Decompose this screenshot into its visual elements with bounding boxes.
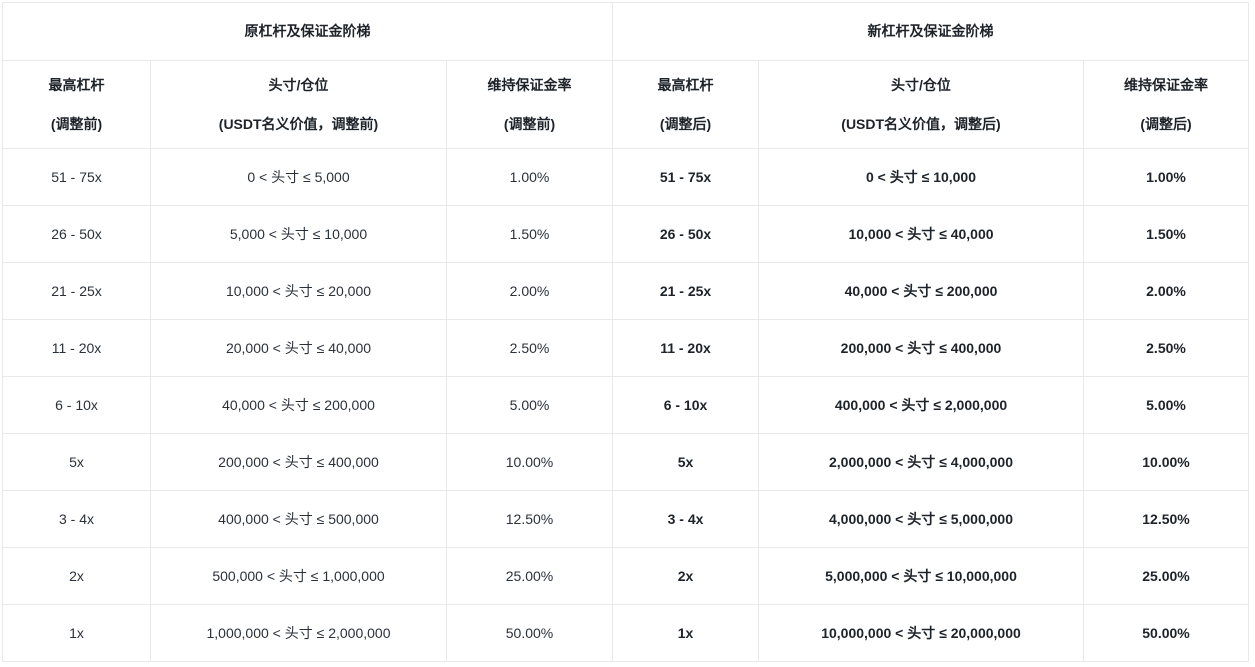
cell-max-leverage-old: 1x: [2, 604, 151, 662]
cell-maintenance-margin-rate-old: 10.00%: [446, 433, 613, 491]
cell-position-range-new: 4,000,000 < 头寸 ≤ 5,000,000: [758, 490, 1084, 548]
cell-max-leverage-new: 2x: [612, 547, 759, 605]
cell-position-range-new: 5,000,000 < 头寸 ≤ 10,000,000: [758, 547, 1084, 605]
cell-max-leverage-new: 6 - 10x: [612, 376, 759, 434]
cell-position-range-new: 200,000 < 头寸 ≤ 400,000: [758, 319, 1084, 377]
cell-maintenance-margin-rate-new: 50.00%: [1083, 604, 1249, 662]
cell-position-range-old: 40,000 < 头寸 ≤ 200,000: [150, 376, 447, 434]
cell-max-leverage-new: 5x: [612, 433, 759, 491]
column-header-line1: 头寸/仓位: [891, 76, 951, 93]
cell-max-leverage-old: 26 - 50x: [2, 205, 151, 263]
column-header-line2: (USDT名义价值，调整后): [841, 115, 1001, 132]
cell-maintenance-margin-rate-new: 12.50%: [1083, 490, 1249, 548]
tier-rows: 51 - 75x 0 < 头寸 ≤ 5,000 1.00% 51 - 75x 0 < 头…: [2, 148, 1249, 662]
cell-max-leverage-old: 51 - 75x: [2, 148, 151, 206]
cell-maintenance-margin-rate-new: 10.00%: [1083, 433, 1249, 491]
column-header-position-new: 头寸/仓位 (USDT名义价值，调整后): [758, 60, 1084, 149]
cell-maintenance-margin-rate-new: 5.00%: [1083, 376, 1249, 434]
cell-position-range-new: 0 < 头寸 ≤ 10,000: [758, 148, 1084, 206]
table-row: 26 - 50x 5,000 < 头寸 ≤ 10,000 1.50% 26 - 50x…: [2, 205, 1249, 263]
cell-maintenance-margin-rate-old: 2.50%: [446, 319, 613, 377]
cell-max-leverage-new: 21 - 25x: [612, 262, 759, 320]
column-header-line1: 维持保证金率: [1124, 76, 1208, 93]
column-header-maintenance-margin-new: 维持保证金率 (调整后): [1083, 60, 1249, 149]
table-row: 11 - 20x 20,000 < 头寸 ≤ 40,000 2.50% 11 - 20…: [2, 319, 1249, 377]
cell-max-leverage-old: 6 - 10x: [2, 376, 151, 434]
column-header-line1: 最高杠杆: [48, 76, 105, 93]
section-title-row: 原杠杆及保证金阶梯 新杠杆及保证金阶梯: [2, 2, 1249, 61]
cell-position-range-new: 10,000,000 < 头寸 ≤ 20,000,000: [758, 604, 1084, 662]
cell-position-range-old: 20,000 < 头寸 ≤ 40,000: [150, 319, 447, 377]
column-header-row: 最高杠杆 (调整前) 头寸/仓位 (USDT名义价值，调整前) 维持保证金率 (…: [2, 60, 1249, 149]
column-header-line2: (调整前): [50, 115, 103, 132]
cell-position-range-old: 10,000 < 头寸 ≤ 20,000: [150, 262, 447, 320]
cell-max-leverage-old: 11 - 20x: [2, 319, 151, 377]
table-row: 2x 500,000 < 头寸 ≤ 1,000,000 25.00% 2x 5,000,…: [2, 547, 1249, 605]
cell-max-leverage-old: 5x: [2, 433, 151, 491]
cell-maintenance-margin-rate-old: 5.00%: [446, 376, 613, 434]
column-header-position-old: 头寸/仓位 (USDT名义价值，调整前): [150, 60, 447, 149]
cell-maintenance-margin-rate-new: 1.00%: [1083, 148, 1249, 206]
cell-max-leverage-old: 21 - 25x: [2, 262, 151, 320]
table-row: 51 - 75x 0 < 头寸 ≤ 5,000 1.00% 51 - 75x 0 < 头…: [2, 148, 1249, 206]
cell-maintenance-margin-rate-new: 25.00%: [1083, 547, 1249, 605]
cell-maintenance-margin-rate-old: 1.50%: [446, 205, 613, 263]
cell-maintenance-margin-rate-new: 2.50%: [1083, 319, 1249, 377]
section-title-old: 原杠杆及保证金阶梯: [2, 2, 613, 61]
column-header-max-leverage-new: 最高杠杆 (调整后): [612, 60, 759, 149]
cell-max-leverage-new: 51 - 75x: [612, 148, 759, 206]
table-row: 1x 1,000,000 < 头寸 ≤ 2,000,000 50.00% 1x 10,0…: [2, 604, 1249, 662]
cell-max-leverage-old: 2x: [2, 547, 151, 605]
column-header-line2: (USDT名义价值，调整前): [218, 115, 379, 132]
column-header-line1: 维持保证金率: [487, 76, 572, 93]
cell-position-range-old: 200,000 < 头寸 ≤ 400,000: [150, 433, 447, 491]
table-row: 21 - 25x 10,000 < 头寸 ≤ 20,000 2.00% 21 - 25…: [2, 262, 1249, 320]
column-header-line2: (调整前): [503, 115, 556, 132]
column-header-line2: (调整后): [1140, 115, 1192, 132]
cell-position-range-old: 5,000 < 头寸 ≤ 10,000: [150, 205, 447, 263]
table-row: 3 - 4x 400,000 < 头寸 ≤ 500,000 12.50% 3 - 4x…: [2, 490, 1249, 548]
column-header-line1: 最高杠杆: [657, 76, 714, 93]
cell-position-range-old: 500,000 < 头寸 ≤ 1,000,000: [150, 547, 447, 605]
cell-max-leverage-new: 3 - 4x: [612, 490, 759, 548]
cell-max-leverage-new: 1x: [612, 604, 759, 662]
cell-maintenance-margin-rate-new: 1.50%: [1083, 205, 1249, 263]
cell-position-range-new: 400,000 < 头寸 ≤ 2,000,000: [758, 376, 1084, 434]
cell-maintenance-margin-rate-new: 2.00%: [1083, 262, 1249, 320]
cell-position-range-new: 40,000 < 头寸 ≤ 200,000: [758, 262, 1084, 320]
table-row: 5x 200,000 < 头寸 ≤ 400,000 10.00% 5x 2,000,00…: [2, 433, 1249, 491]
cell-maintenance-margin-rate-old: 1.00%: [446, 148, 613, 206]
cell-max-leverage-old: 3 - 4x: [2, 490, 151, 548]
table-header: 原杠杆及保证金阶梯 新杠杆及保证金阶梯 最高杠杆 (调整前) 头寸/仓位 (US…: [2, 2, 1249, 149]
cell-maintenance-margin-rate-old: 25.00%: [446, 547, 613, 605]
cell-maintenance-margin-rate-old: 50.00%: [446, 604, 613, 662]
cell-max-leverage-new: 11 - 20x: [612, 319, 759, 377]
column-header-line1: 头寸/仓位: [268, 76, 329, 93]
cell-position-range-old: 0 < 头寸 ≤ 5,000: [150, 148, 447, 206]
cell-position-range-new: 2,000,000 < 头寸 ≤ 4,000,000: [758, 433, 1084, 491]
table-row: 6 - 10x 40,000 < 头寸 ≤ 200,000 5.00% 6 - 10x…: [2, 376, 1249, 434]
cell-position-range-old: 400,000 < 头寸 ≤ 500,000: [150, 490, 447, 548]
column-header-line2: (调整后): [659, 115, 712, 132]
cell-position-range-new: 10,000 < 头寸 ≤ 40,000: [758, 205, 1084, 263]
cell-max-leverage-new: 26 - 50x: [612, 205, 759, 263]
cell-position-range-old: 1,000,000 < 头寸 ≤ 2,000,000: [150, 604, 447, 662]
cell-maintenance-margin-rate-old: 2.00%: [446, 262, 613, 320]
column-header-max-leverage-old: 最高杠杆 (调整前): [2, 60, 151, 149]
cell-maintenance-margin-rate-old: 12.50%: [446, 490, 613, 548]
section-title-new: 新杠杆及保证金阶梯: [612, 2, 1249, 61]
column-header-maintenance-margin-old: 维持保证金率 (调整前): [446, 60, 613, 149]
